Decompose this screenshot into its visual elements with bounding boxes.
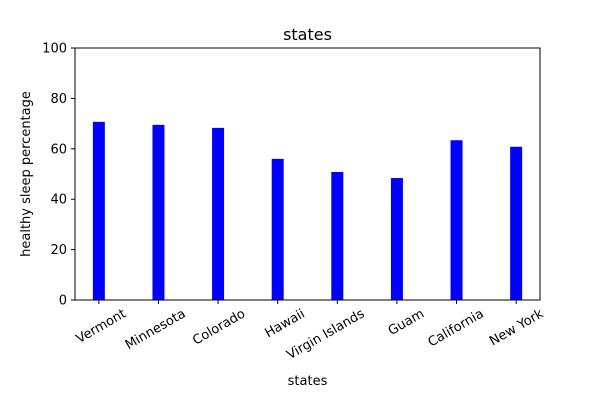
x-tick-label: California — [426, 306, 487, 350]
bar-minnesota — [152, 124, 165, 300]
bar-guam — [390, 178, 403, 300]
x-axis-label: states — [288, 374, 328, 389]
y-axis: 0 20 40 60 80 100 — [42, 42, 75, 309]
y-axis-label: healthy sleep percentage — [19, 91, 34, 257]
y-tick-label: 40 — [50, 193, 67, 208]
bar-virgin-islands — [331, 171, 344, 300]
bar-colorado — [212, 127, 225, 300]
x-tick-label: Colorado — [190, 306, 248, 348]
x-tick-label: Minnesota — [123, 306, 189, 353]
bar-california — [450, 140, 463, 300]
bar-vermont — [92, 121, 105, 300]
y-tick-label: 100 — [42, 42, 67, 57]
y-tick-label: 20 — [50, 243, 67, 258]
y-tick-label: 80 — [50, 92, 67, 107]
chart-title: states — [283, 25, 332, 44]
bars — [92, 121, 523, 300]
x-tick-label: Hawaii — [262, 306, 307, 341]
bar-hawaii — [271, 158, 284, 300]
x-tick-label: Guam — [386, 306, 427, 338]
plot-frame — [74, 47, 541, 301]
x-tick-label: New York — [487, 306, 546, 349]
bar-new-york — [510, 146, 523, 300]
y-tick-label: 60 — [50, 142, 67, 157]
y-tick-label: 0 — [59, 294, 67, 309]
x-tick-label: Vermont — [74, 306, 129, 346]
